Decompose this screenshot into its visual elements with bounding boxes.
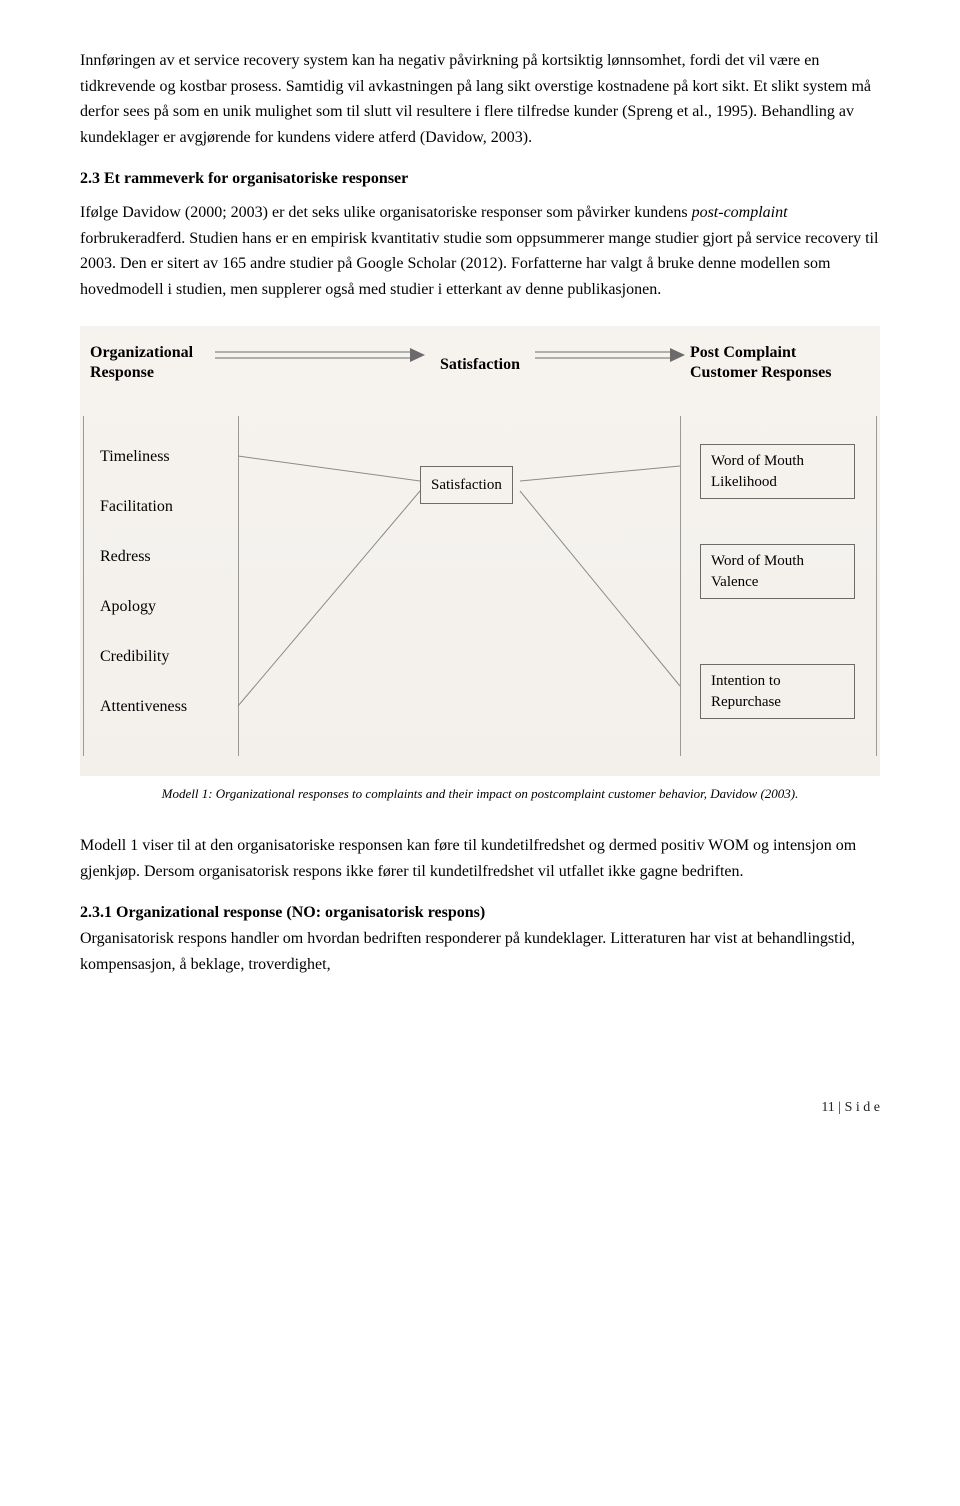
connector-lines-icon — [80, 326, 880, 776]
para-2b: forbrukeradferd. Studien hans er en empi… — [80, 230, 878, 298]
para-2a: Ifølge Davidow (2000; 2003) er det seks … — [80, 204, 692, 221]
model-caption: Modell 1: Organizational responses to co… — [80, 784, 880, 805]
para-3: Modell 1 viser til at den organisatorisk… — [80, 833, 880, 884]
para-2: Ifølge Davidow (2000; 2003) er det seks … — [80, 200, 880, 302]
page-footer: 11 | S i d e — [80, 1097, 880, 1119]
para-2-italic: post-complaint — [692, 204, 788, 221]
section-heading: 2.3 Et rammeverk for organisatoriske res… — [80, 166, 880, 192]
model-diagram: Organizational Response Satisfaction Pos… — [80, 326, 880, 776]
para-4: Organisatorisk respons handler om hvorda… — [80, 926, 880, 977]
para-1: Innføringen av et service recovery syste… — [80, 48, 880, 150]
diagram-canvas: Organizational Response Satisfaction Pos… — [80, 326, 880, 776]
subheading: 2.3.1 Organizational response (NO: organ… — [80, 900, 880, 926]
